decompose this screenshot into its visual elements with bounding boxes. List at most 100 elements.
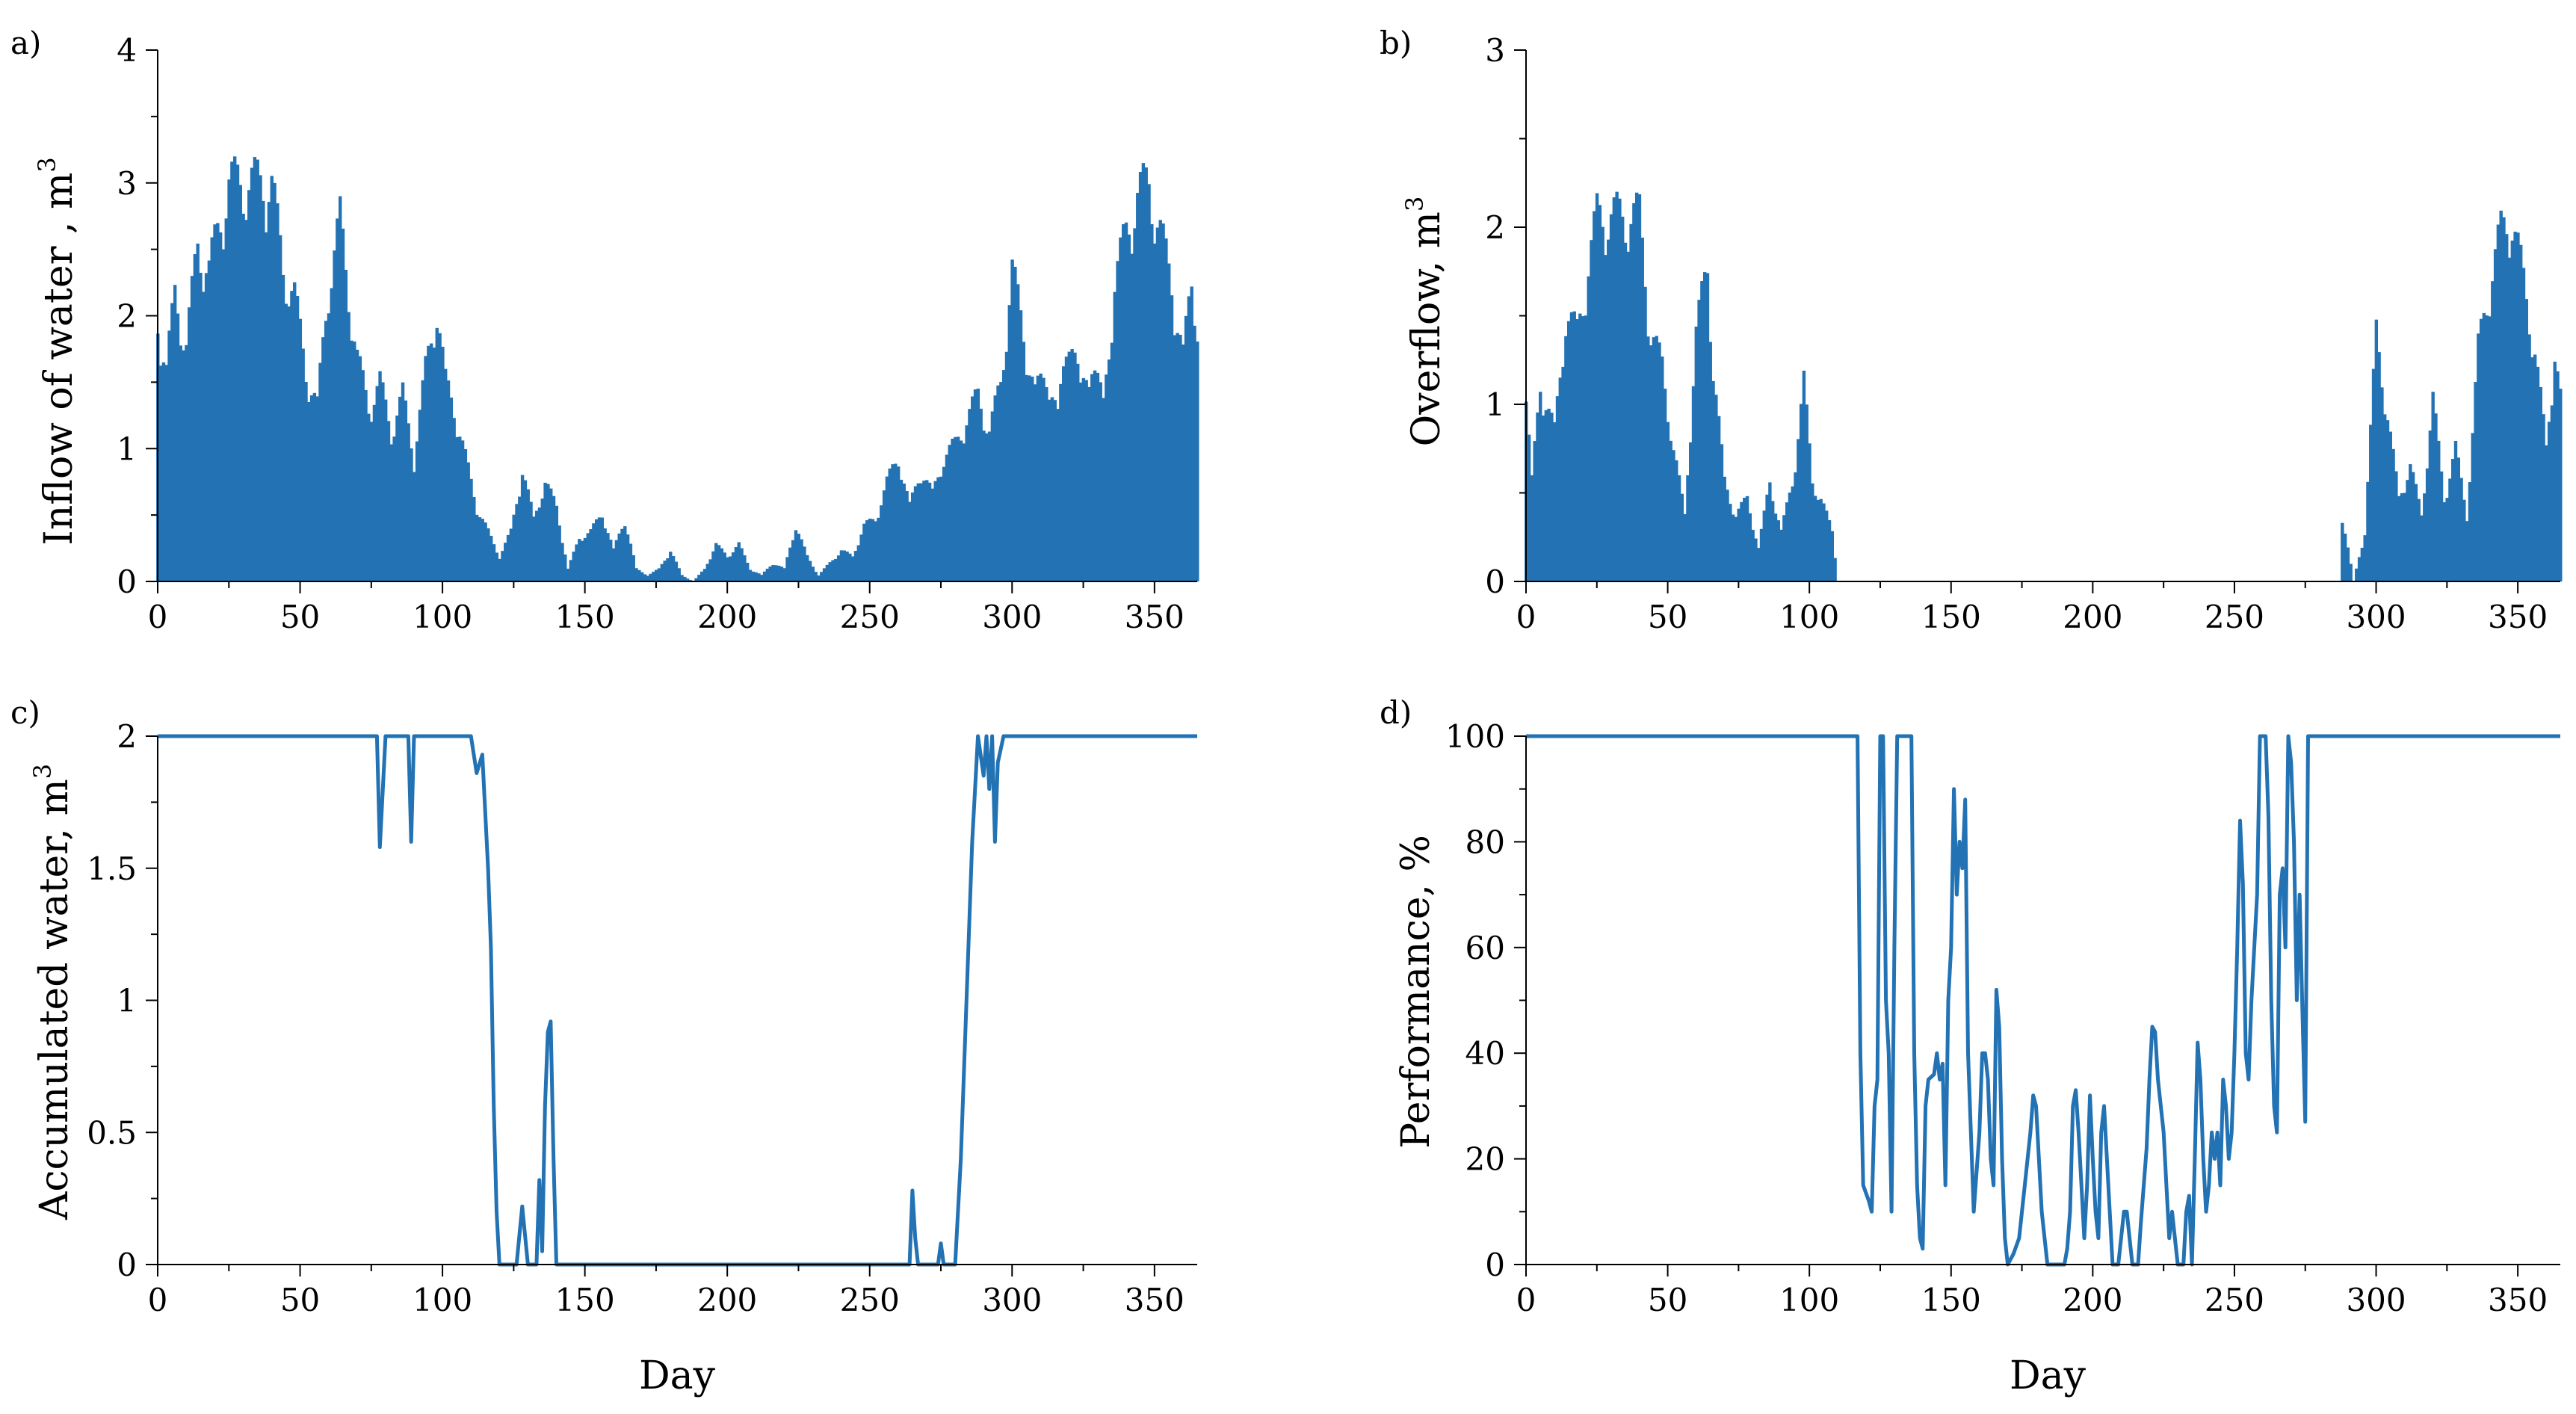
bar-day-39 [1634, 192, 1639, 581]
bar-day-109 [466, 462, 470, 581]
bar-day-49 [295, 295, 300, 581]
bar-day-307 [2394, 471, 2398, 581]
bar-day-303 [2383, 414, 2387, 581]
bar-day-78 [1745, 495, 1749, 581]
bar-day-52 [1672, 450, 1675, 581]
bar-day-293 [990, 411, 995, 581]
bar-day-82 [1757, 548, 1761, 581]
bar-day-13 [193, 254, 197, 581]
bar-day-308 [1033, 384, 1037, 581]
bar-day-36 [1626, 251, 1630, 581]
bar-day-211 [757, 573, 761, 581]
bar-day-199 [723, 552, 726, 581]
bar-day-49 [1663, 389, 1667, 581]
bar-day-333 [1105, 374, 1108, 581]
bar-day-331 [1099, 382, 1102, 581]
bar-day-98 [1802, 370, 1806, 581]
bar-day-21 [216, 223, 220, 581]
bar-day-346 [2505, 234, 2509, 581]
y-tick-label: 3 [117, 165, 137, 202]
bar-day-152 [589, 529, 593, 581]
bar-day-291 [2349, 564, 2353, 581]
bar-day-203 [734, 546, 738, 581]
bar-day-93 [1788, 493, 1792, 581]
bar-day-344 [2499, 210, 2503, 581]
x-tick-label: 100 [1779, 1282, 1839, 1318]
x-tick-label: 350 [2488, 1282, 2548, 1318]
bar-day-70 [1723, 476, 1726, 581]
bar-day-312 [1045, 387, 1048, 581]
bar-day-246 [856, 545, 861, 581]
bar-day-314 [2414, 484, 2418, 581]
bar-day-148 [578, 539, 581, 581]
bar-day-327 [1087, 386, 1091, 581]
bar-day-343 [2496, 224, 2501, 581]
bar-day-335 [1110, 342, 1114, 581]
panel-b-axes: 0 50 100 150 200 250 300 350 0 1 2 3 [1485, 32, 2560, 635]
bar-day-90 [413, 472, 416, 581]
bar-day-339 [2485, 315, 2489, 581]
bar-day-72 [1729, 504, 1732, 581]
bar-day-327 [2451, 459, 2455, 581]
bar-day-81 [386, 421, 391, 581]
bar-day-86 [1768, 482, 1772, 581]
bar-day-200 [726, 557, 729, 581]
bar-day-359 [1179, 334, 1182, 581]
bar-day-37 [262, 200, 265, 581]
bar-day-319 [2428, 430, 2433, 581]
bar-day-145 [569, 560, 573, 581]
x-tick-label: 350 [2488, 599, 2548, 635]
x-tick-label: 350 [1125, 1282, 1184, 1318]
bar-day-120 [498, 558, 501, 581]
bar-day-365 [2559, 389, 2563, 581]
bar-day-274 [936, 477, 940, 581]
x-tick-label: 100 [1779, 599, 1839, 635]
bar-day-48 [1661, 356, 1664, 581]
bar-day-59 [1691, 386, 1696, 581]
bar-day-109 [1833, 558, 1837, 581]
bar-day-258 [891, 464, 895, 581]
bar-day-209 [751, 571, 756, 581]
bar-day-32 [247, 190, 251, 581]
y-tick-label: 0 [1485, 564, 1505, 600]
bar-day-60 [327, 313, 331, 581]
y-tick-label: 40 [1465, 1035, 1505, 1072]
bar-day-67 [1714, 395, 1718, 581]
bar-day-33 [1618, 198, 1622, 582]
bar-day-144 [566, 568, 570, 581]
bar-day-175 [655, 569, 658, 581]
bar-day-215 [768, 566, 772, 581]
bar-day-79 [381, 382, 385, 581]
x-tick-label: 100 [413, 599, 472, 635]
bar-day-92 [1785, 502, 1789, 581]
bar-day-44 [281, 274, 285, 581]
bar-day-223 [791, 540, 795, 581]
bar-day-35 [1623, 242, 1628, 581]
x-tick-label: 50 [280, 599, 320, 635]
bar-day-198 [720, 548, 724, 581]
bar-day-58 [1689, 442, 1693, 581]
bar-day-7 [1544, 410, 1548, 581]
bar-day-326 [2448, 478, 2452, 581]
bar-day-303 [1019, 310, 1023, 581]
bar-day-166 [628, 543, 633, 581]
x-tick-label: 150 [555, 599, 615, 635]
bar-day-316 [2420, 515, 2424, 581]
bar-day-52 [304, 381, 308, 581]
bar-day-348 [2510, 240, 2515, 581]
bar-day-112 [475, 514, 479, 581]
bar-day-2 [1530, 475, 1534, 581]
bar-day-137 [546, 484, 550, 581]
bar-day-61 [330, 288, 333, 581]
bar-day-338 [1119, 237, 1122, 581]
bar-day-227 [803, 546, 806, 581]
bar-day-312 [2409, 464, 2412, 581]
bar-day-317 [2423, 493, 2427, 581]
bar-day-26 [230, 161, 234, 581]
bar-day-95 [427, 345, 430, 581]
bar-day-281 [956, 436, 960, 581]
bar-day-85 [1765, 494, 1769, 581]
bar-day-53 [1675, 460, 1678, 581]
y-tick-label: 100 [1445, 718, 1505, 755]
